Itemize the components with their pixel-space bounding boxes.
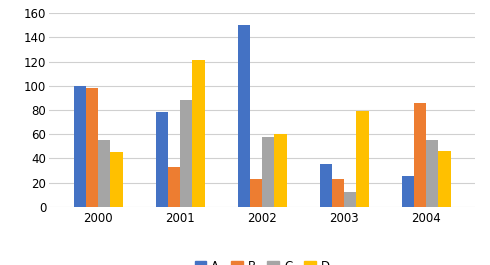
- Bar: [414, 103, 426, 207]
- Bar: [439, 151, 451, 207]
- Bar: [274, 134, 287, 207]
- Bar: [332, 179, 344, 207]
- Legend: A, B, C, D: A, B, C, D: [190, 255, 334, 265]
- Bar: [344, 192, 356, 207]
- Bar: [193, 60, 205, 207]
- Bar: [238, 25, 250, 207]
- Bar: [356, 111, 368, 207]
- Bar: [74, 86, 86, 207]
- Bar: [98, 140, 110, 207]
- Bar: [401, 176, 414, 207]
- Bar: [156, 112, 168, 207]
- Bar: [262, 136, 274, 207]
- Bar: [180, 100, 193, 207]
- Bar: [168, 167, 180, 207]
- Bar: [319, 164, 332, 207]
- Bar: [426, 140, 439, 207]
- Bar: [250, 179, 262, 207]
- Bar: [110, 152, 123, 207]
- Bar: [86, 88, 98, 207]
